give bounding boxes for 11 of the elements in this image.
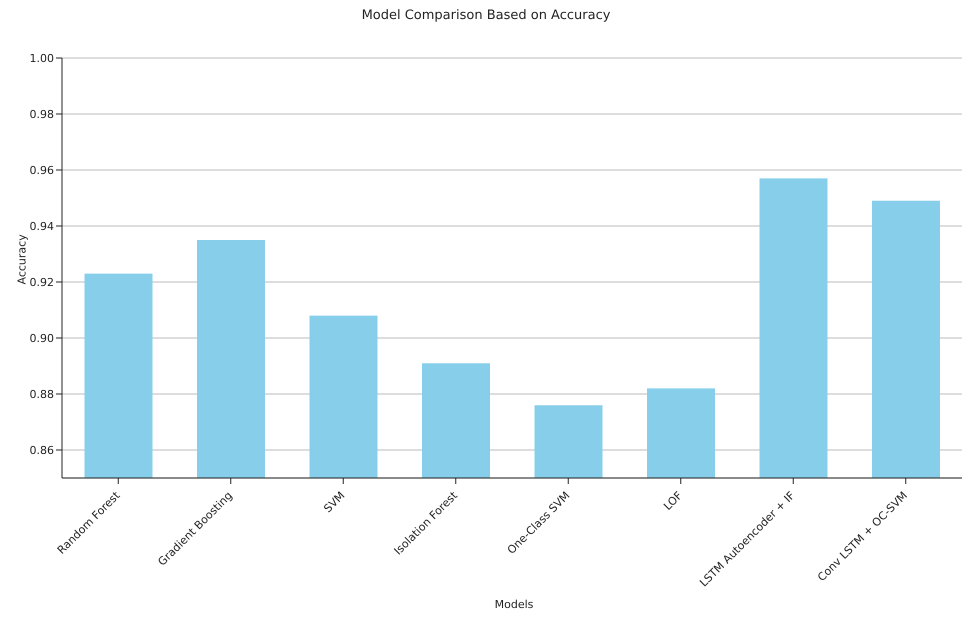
y-axis-title: Accuracy: [16, 234, 28, 284]
y-tick-label: 0.98: [30, 108, 54, 121]
x-axis-title: Models: [494, 598, 534, 611]
y-tick-label: 0.94: [30, 220, 54, 233]
y-tick-label: 0.86: [30, 444, 54, 457]
chart-title: Model Comparison Based on Accuracy: [360, 8, 612, 23]
y-tick-label: 0.92: [30, 276, 54, 289]
y-tick-label: 0.90: [30, 332, 54, 345]
y-tick-label: 1.00: [30, 52, 54, 65]
y-tick-label: 0.96: [30, 164, 54, 177]
y-tick-label: 0.88: [30, 388, 54, 401]
